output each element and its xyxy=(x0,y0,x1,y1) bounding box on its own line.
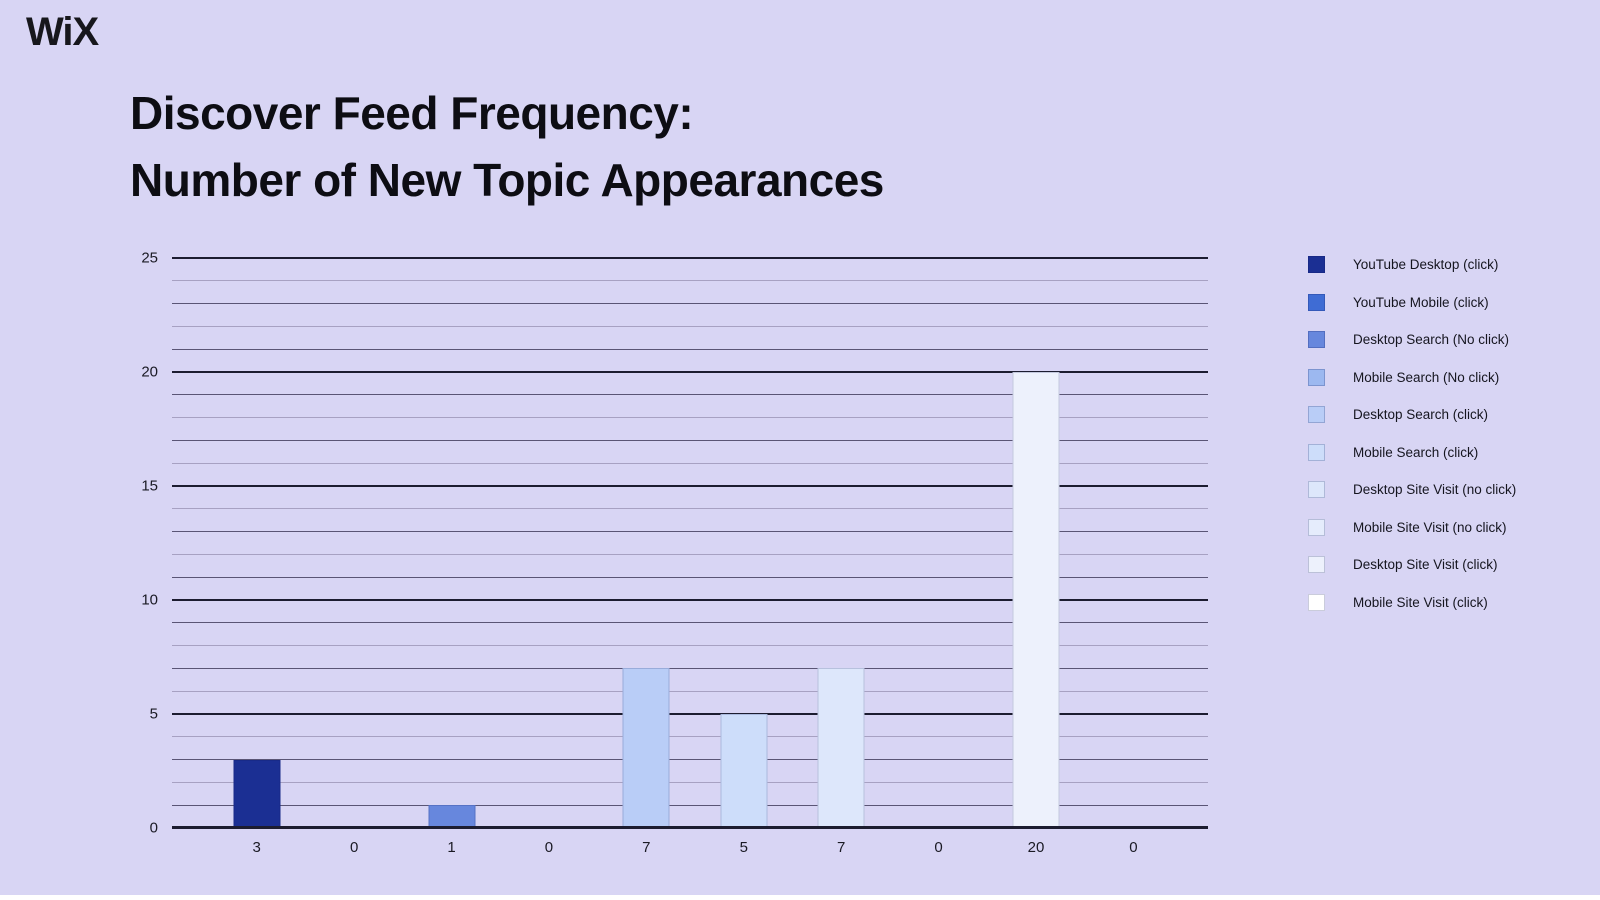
legend-label: Mobile Search (No click) xyxy=(1353,369,1500,385)
bar-youtube-desktop-click xyxy=(233,759,281,828)
bar-slot: 0 xyxy=(500,258,597,856)
legend-label: Desktop Search (No click) xyxy=(1353,332,1510,347)
minor-gridline xyxy=(172,645,1208,647)
x-value-label: 1 xyxy=(447,839,456,856)
x-value-label: 20 xyxy=(1027,839,1045,856)
x-value-label: 0 xyxy=(934,839,943,856)
y-tick-label: 10 xyxy=(141,591,158,609)
legend-item: YouTube Desktop (click) xyxy=(1308,256,1516,273)
x-value-label: 0 xyxy=(1129,839,1138,856)
y-tick-label: 5 xyxy=(149,705,158,723)
minor-gridline xyxy=(172,576,1208,578)
bars-row: 3 0 1 0 7 5 7 0 20 0 xyxy=(208,258,1182,856)
minor-gridline xyxy=(172,553,1208,555)
legend-item: Mobile Site Visit (no click) xyxy=(1308,518,1516,536)
minor-gridline xyxy=(172,394,1208,396)
legend-swatch xyxy=(1308,331,1325,348)
minor-gridline xyxy=(172,759,1208,761)
page-title: Discover Feed Frequency: Number of New To… xyxy=(130,80,884,213)
minor-gridline xyxy=(172,781,1208,783)
legend-item: YouTube Mobile (click) xyxy=(1308,293,1516,311)
legend-label: Desktop Search (click) xyxy=(1353,407,1489,422)
bar-slot: 0 xyxy=(305,258,402,856)
legend-swatch xyxy=(1308,368,1325,386)
x-value-label: 0 xyxy=(349,839,359,856)
legend-swatch xyxy=(1308,481,1325,498)
minor-gridline xyxy=(172,508,1208,510)
y-tick-label: 25 xyxy=(141,249,158,267)
bar-chart-plot-area: 0 5 10 15 20 25 3 0 1 0 7 5 7 0 20 0 xyxy=(141,250,1208,856)
major-gridline xyxy=(172,599,1208,601)
major-gridline xyxy=(172,257,1208,259)
legend-item: Desktop Site Visit (no click) xyxy=(1308,481,1516,498)
legend-swatch xyxy=(1308,518,1325,536)
legend-label: YouTube Desktop (click) xyxy=(1353,257,1499,272)
x-value-label: 0 xyxy=(544,839,554,856)
major-gridline xyxy=(172,485,1208,487)
bar-desktop-search-click xyxy=(622,668,670,828)
wix-logo: WiX xyxy=(26,10,99,54)
legend-label: Desktop Site Visit (no click) xyxy=(1353,482,1517,497)
bar-desktop-search-no-click xyxy=(428,805,476,828)
minor-gridline xyxy=(172,736,1208,738)
legend-label: Mobile Site Visit (no click) xyxy=(1353,519,1507,535)
minor-gridline xyxy=(172,348,1208,350)
legend-item: Mobile Search (No click) xyxy=(1308,368,1516,386)
page-title-line-1: Discover Feed Frequency: xyxy=(130,87,694,139)
minor-gridline xyxy=(172,667,1208,669)
major-gridline xyxy=(172,713,1208,715)
legend-swatch xyxy=(1308,593,1325,611)
legend-item: Mobile Site Visit (click) xyxy=(1308,593,1516,611)
y-tick-label: 0 xyxy=(149,819,158,837)
minor-gridline xyxy=(172,325,1208,327)
bar-slot: 7 xyxy=(598,258,695,856)
bar-desktop-site-visit-no-click xyxy=(817,668,865,828)
x-value-label: 5 xyxy=(739,839,748,856)
x-value-label: 3 xyxy=(252,839,261,856)
y-tick-label: 20 xyxy=(141,363,158,381)
bar-slot: 5 xyxy=(695,258,792,856)
legend-item: Desktop Search (click) xyxy=(1308,406,1516,423)
legend-swatch xyxy=(1308,443,1325,461)
legend-swatch xyxy=(1308,256,1325,273)
legend-item: Desktop Site Visit (click) xyxy=(1308,556,1516,573)
legend-swatch xyxy=(1308,293,1325,311)
bar-slot: 7 xyxy=(792,258,889,856)
x-axis-baseline xyxy=(172,826,1208,829)
bar-slot: 1 xyxy=(403,258,500,856)
bar-desktop-site-visit-click xyxy=(1012,372,1060,828)
bar-slot: 3 xyxy=(208,258,305,856)
minor-gridline xyxy=(172,622,1208,624)
chart-legend: YouTube Desktop (click) YouTube Mobile (c… xyxy=(1308,256,1516,611)
minor-gridline xyxy=(172,303,1208,305)
legend-item: Mobile Search (click) xyxy=(1308,443,1516,461)
minor-gridline xyxy=(172,531,1208,533)
legend-label: YouTube Mobile (click) xyxy=(1353,294,1489,310)
bar-mobile-search-click xyxy=(720,714,768,828)
x-value-label: 7 xyxy=(642,839,651,856)
page-title-line-2: Number of New Topic Appearances xyxy=(130,153,884,206)
bottom-edge-strip xyxy=(0,895,1600,900)
legend-label: Desktop Site Visit (click) xyxy=(1353,557,1498,572)
minor-gridline xyxy=(172,439,1208,441)
legend-swatch xyxy=(1308,556,1325,573)
major-gridline xyxy=(172,371,1208,373)
legend-label: Mobile Search (click) xyxy=(1353,444,1479,460)
legend-swatch xyxy=(1308,406,1325,423)
minor-gridline xyxy=(172,462,1208,464)
minor-gridline xyxy=(172,280,1208,282)
minor-gridline xyxy=(172,804,1208,806)
x-value-label: 7 xyxy=(836,839,846,856)
bar-slot: 0 xyxy=(1085,258,1182,856)
minor-gridline xyxy=(172,417,1208,419)
y-tick-label: 15 xyxy=(141,477,158,495)
legend-label: Mobile Site Visit (click) xyxy=(1353,594,1488,610)
minor-gridline xyxy=(172,690,1208,692)
bar-slot: 0 xyxy=(890,258,987,856)
legend-item: Desktop Search (No click) xyxy=(1308,331,1516,348)
bar-slot: 20 xyxy=(987,258,1084,856)
